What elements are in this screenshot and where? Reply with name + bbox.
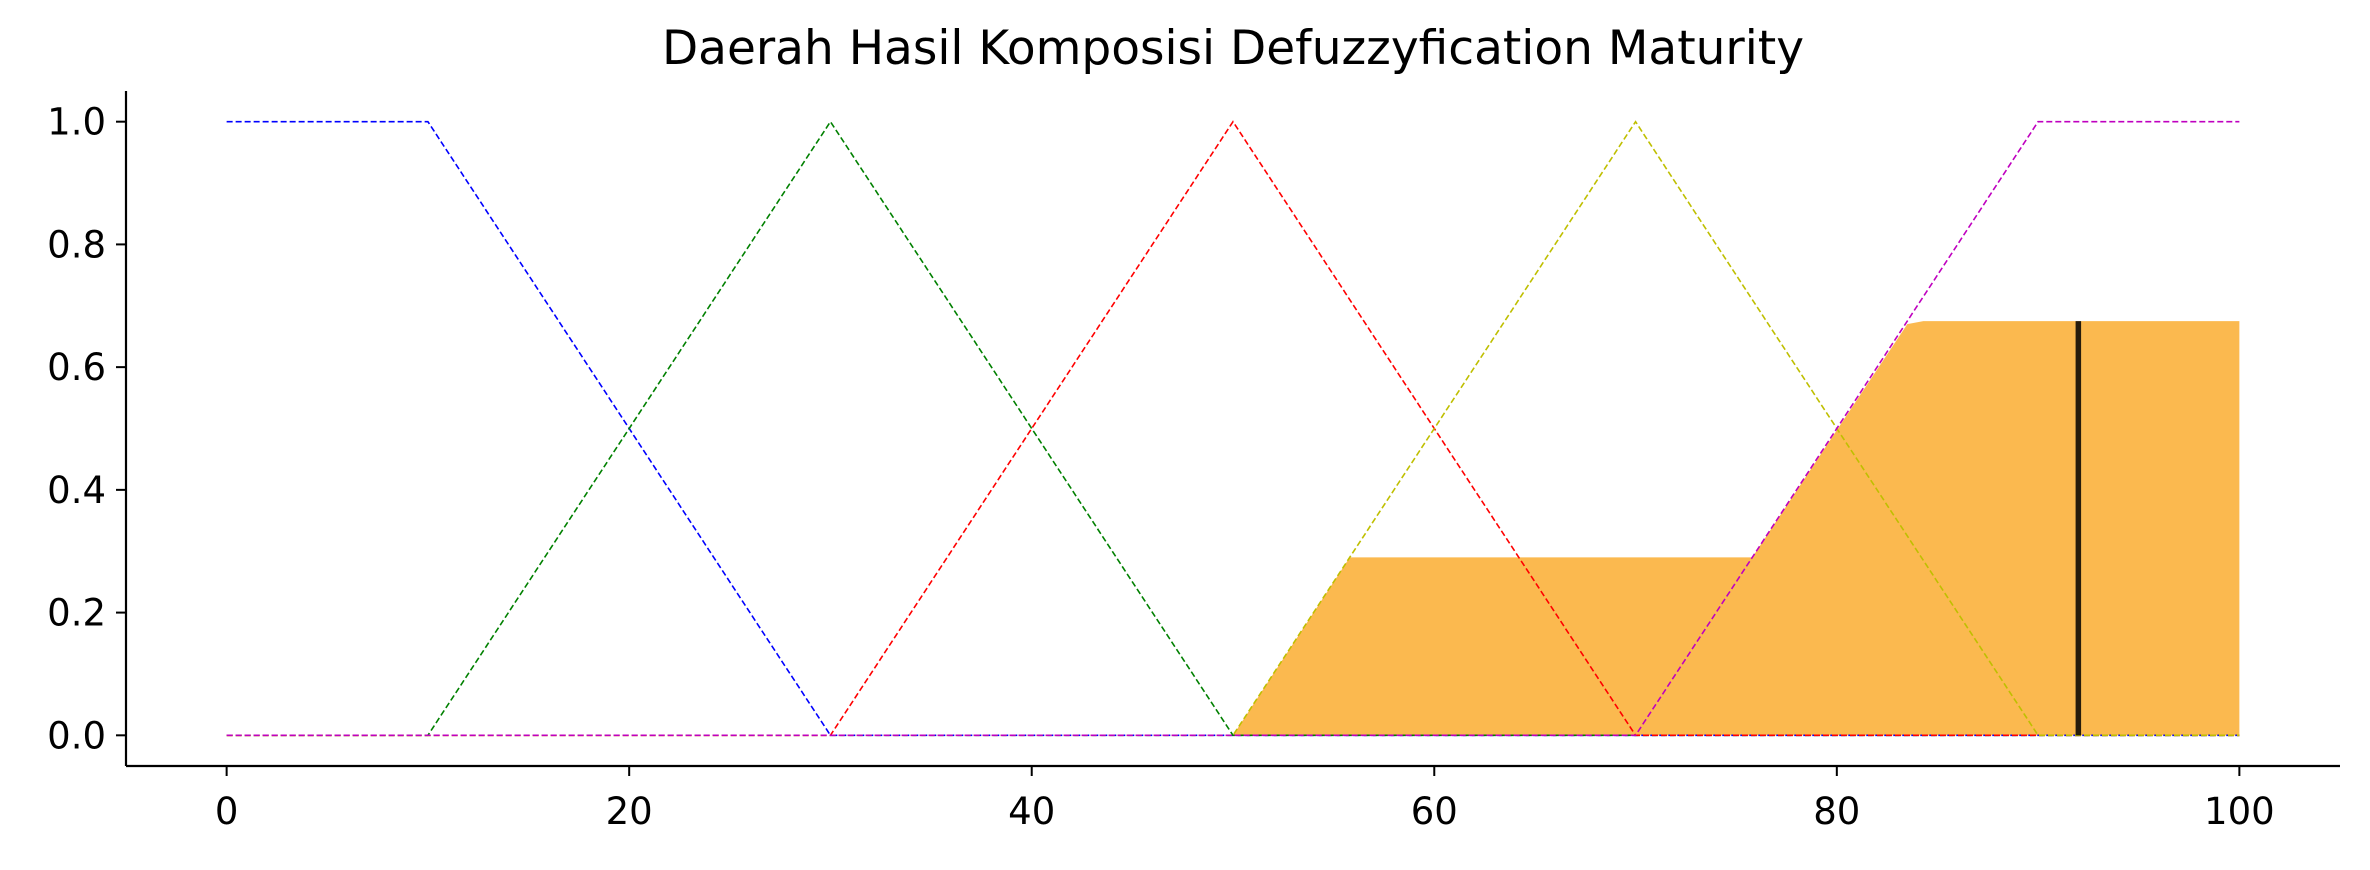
y-tick-label: 0.2 xyxy=(47,592,106,635)
y-tick-label: 0.4 xyxy=(47,469,106,512)
aggregated-area-layer xyxy=(1233,321,2240,736)
y-tick-label: 0.0 xyxy=(47,714,106,757)
membership-series-3 xyxy=(226,120,2240,737)
chart-title: Daerah Hasil Komposisi Defuzzyfication M… xyxy=(662,21,1804,76)
x-tick-label: 0 xyxy=(215,790,239,833)
axes: 0 20 40 60 80 100 0.0 0.2 0.4 0.6 0.8 1.0 xyxy=(47,91,2340,833)
x-tick-label: 100 xyxy=(2204,790,2275,833)
y-tick-label: 1.0 xyxy=(47,101,106,144)
y-tick-label: 0.8 xyxy=(47,223,106,266)
x-tick-label: 20 xyxy=(606,790,653,833)
y-tick-label: 0.6 xyxy=(47,346,106,389)
x-tick-label: 60 xyxy=(1411,790,1458,833)
x-tick-label: 40 xyxy=(1008,790,1055,833)
x-tick-label: 80 xyxy=(1813,790,1860,833)
aggregated-area xyxy=(1233,321,2240,736)
membership-series-5 xyxy=(226,120,2240,737)
series-layer xyxy=(226,120,2240,737)
